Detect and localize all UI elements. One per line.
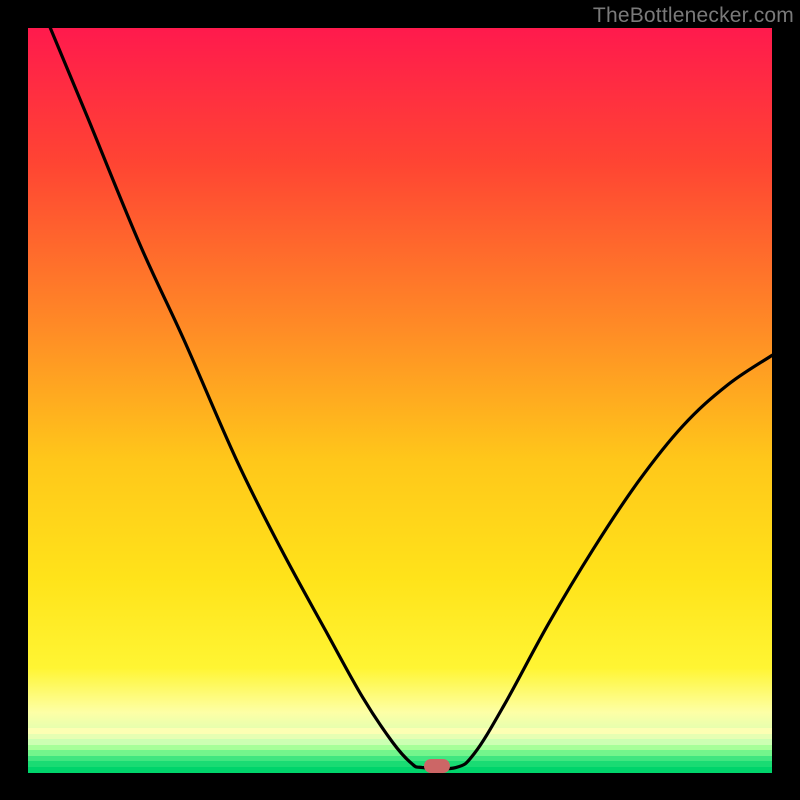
bottleneck-curve	[0, 0, 800, 800]
bottleneck-curve-path	[50, 28, 772, 769]
watermark-text: TheBottlenecker.com	[593, 4, 794, 28]
optimal-point-marker	[424, 759, 450, 773]
chart-container: TheBottlenecker.com	[0, 0, 800, 800]
